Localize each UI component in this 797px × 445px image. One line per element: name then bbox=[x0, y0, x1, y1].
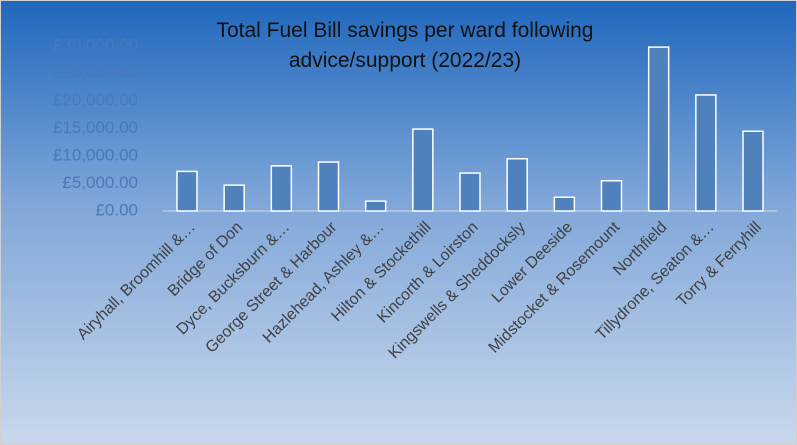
bar bbox=[742, 130, 764, 212]
y-tick-label: £10,000.00 bbox=[53, 145, 138, 164]
y-tick-label: £20,000.00 bbox=[53, 90, 138, 109]
y-tick-label: £5,000.00 bbox=[62, 173, 138, 192]
bar bbox=[412, 128, 434, 212]
bar bbox=[317, 161, 340, 212]
bar bbox=[223, 184, 245, 212]
y-tick-label: £25,000.00 bbox=[53, 63, 138, 82]
bar bbox=[176, 170, 198, 212]
bar bbox=[364, 200, 387, 212]
bar bbox=[459, 172, 481, 212]
bar bbox=[647, 46, 670, 212]
y-tick-label: £15,000.00 bbox=[53, 118, 138, 137]
bar bbox=[695, 94, 717, 212]
bar bbox=[270, 165, 293, 212]
chart-title: Total Fuel Bill savings per ward followi… bbox=[216, 19, 594, 72]
y-tick-label: £30,000.00 bbox=[53, 35, 138, 54]
y-tick-label: £0.00 bbox=[95, 200, 138, 219]
bar bbox=[600, 180, 623, 212]
bar bbox=[553, 196, 576, 212]
bar bbox=[506, 158, 528, 212]
